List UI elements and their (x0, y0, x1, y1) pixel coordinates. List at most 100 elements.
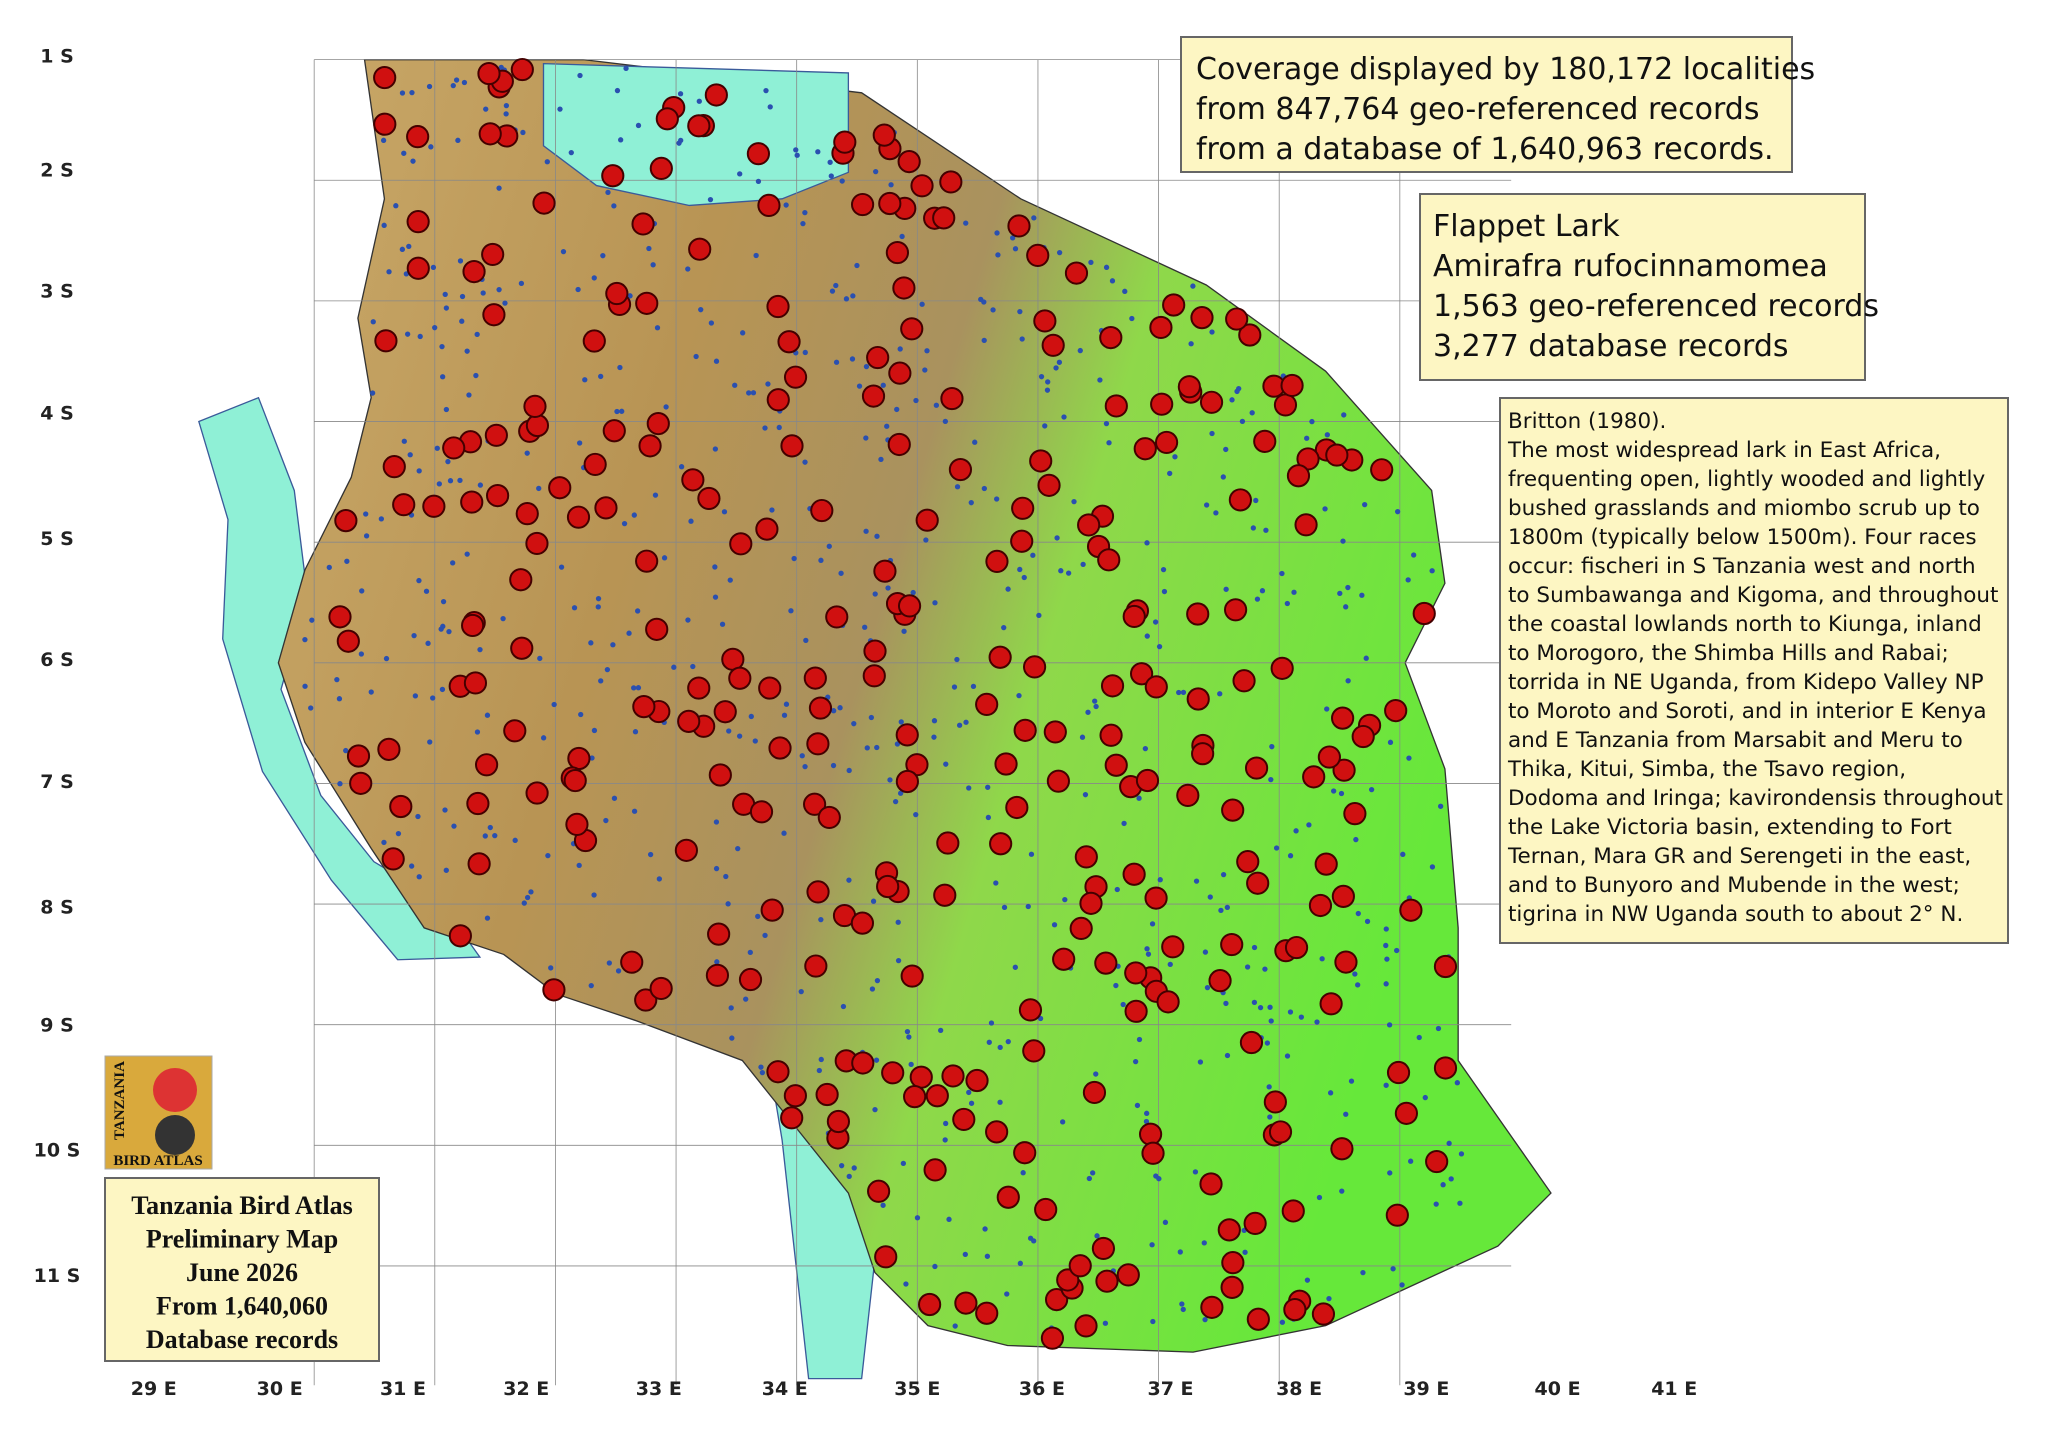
locality (1025, 903, 1031, 910)
record (888, 361, 912, 385)
record (328, 605, 352, 629)
locality (302, 683, 308, 689)
locality (781, 712, 788, 718)
locality (851, 1165, 857, 1171)
record (1199, 390, 1224, 414)
locality (1188, 341, 1194, 347)
record (1331, 884, 1355, 908)
record (873, 559, 897, 583)
locality (901, 628, 907, 634)
locality (1092, 698, 1098, 704)
locality (1293, 828, 1299, 834)
record (1217, 1218, 1241, 1242)
record (336, 629, 360, 653)
locality (1266, 1084, 1272, 1090)
locality (1094, 1233, 1100, 1239)
record (634, 988, 658, 1012)
record (861, 384, 886, 408)
locality (1458, 1151, 1465, 1157)
locality (1150, 1318, 1156, 1325)
locality (492, 832, 498, 839)
notes-line: The most widespread lark in East Africa, (1507, 438, 1941, 463)
locality (1005, 586, 1011, 592)
locality (924, 348, 930, 354)
locality (1102, 1320, 1109, 1326)
locality (1268, 776, 1274, 783)
record (783, 365, 808, 389)
record (1330, 1137, 1354, 1161)
record (509, 568, 533, 592)
record (631, 212, 655, 236)
locality (652, 492, 659, 498)
locality (604, 666, 611, 673)
record (1124, 999, 1148, 1023)
locality (1251, 944, 1258, 951)
locality (1306, 822, 1312, 828)
notes-line: tigrina in NW Uganda south to about 2° N… (1508, 902, 1963, 927)
logo-name: BIRD ATLAS (113, 1153, 202, 1169)
longitude-label: 34 E (762, 1378, 808, 1400)
record (1319, 992, 1343, 1016)
locality (1405, 577, 1411, 583)
locality (663, 404, 669, 410)
record (915, 508, 939, 532)
record (802, 792, 827, 816)
locality (635, 685, 642, 691)
locality (1209, 430, 1215, 437)
locality (1386, 1022, 1393, 1028)
record (728, 666, 752, 690)
land (277, 58, 1552, 1353)
texts: Coverage displayed by 180,172 localities… (112, 52, 2003, 1354)
record (1026, 243, 1050, 267)
record (635, 549, 659, 573)
notes-line: 1800m (typically below 1500m). Four race… (1508, 525, 1977, 550)
record (1283, 1298, 1307, 1322)
record (923, 1158, 947, 1182)
record (757, 193, 781, 218)
locality (1368, 786, 1375, 793)
locality (1279, 570, 1285, 577)
species-line: 1,563 geo-referenced records (1433, 289, 1879, 324)
locality (1448, 1176, 1454, 1182)
notes-line: bushed grasslands and miombo scrub up to (1508, 496, 1980, 521)
locality (846, 877, 852, 883)
locality (758, 1064, 764, 1070)
locality (605, 189, 611, 196)
record (892, 276, 916, 300)
locality (407, 452, 413, 458)
locality (870, 898, 877, 904)
locality (401, 438, 407, 444)
locality (712, 564, 718, 570)
record (1343, 802, 1367, 826)
notes-line: frequenting open, lightly wooded and lig… (1508, 467, 1985, 492)
locality (849, 356, 856, 362)
record (866, 345, 890, 370)
locality (661, 555, 668, 561)
locality (436, 481, 442, 487)
record (1044, 1288, 1069, 1312)
record (1149, 315, 1173, 340)
record (932, 206, 956, 230)
locality (1327, 1090, 1334, 1096)
locality (1082, 792, 1089, 798)
locality (1109, 278, 1116, 284)
locality (981, 485, 988, 492)
record (1412, 601, 1436, 626)
record (1221, 1251, 1245, 1275)
locality (363, 511, 369, 517)
locality (1054, 535, 1060, 541)
locality (781, 830, 787, 836)
locality (723, 873, 729, 880)
record (780, 434, 804, 458)
record (1311, 1302, 1336, 1326)
record (481, 242, 505, 267)
locality (524, 894, 531, 901)
locality (1012, 964, 1018, 970)
locality (743, 996, 749, 1002)
record (1033, 309, 1057, 333)
locality (791, 555, 797, 562)
locality (380, 137, 387, 143)
axis-labels: 1 S 2 S 3 S 4 S 5 S 6 S 7 S 8 S 9 S 10 S 11 S 29 E 3… (34, 46, 1698, 1400)
locality (551, 701, 557, 708)
locality (450, 560, 456, 566)
